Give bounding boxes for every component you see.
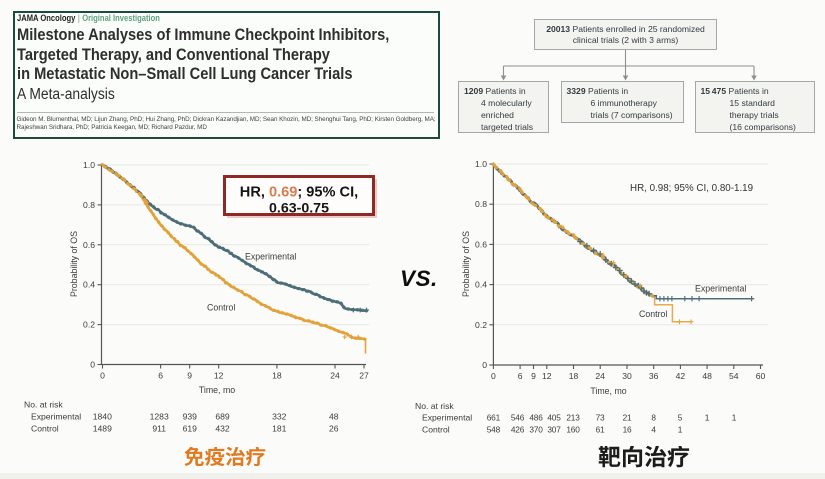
svg-text:0: 0 bbox=[482, 360, 487, 370]
svg-text:0.2: 0.2 bbox=[83, 320, 95, 330]
svg-text:548: 548 bbox=[487, 425, 501, 435]
svg-text:HR, 0.98; 95% CI, 0.80-1.19: HR, 0.98; 95% CI, 0.80-1.19 bbox=[630, 183, 753, 194]
svg-text:Control: Control bbox=[31, 424, 59, 434]
svg-text:432: 432 bbox=[215, 424, 230, 434]
svg-text:HR, 0.69; 95% CI,: HR, 0.69; 95% CI, bbox=[240, 185, 358, 201]
svg-text:24: 24 bbox=[330, 371, 340, 381]
svg-text:4: 4 bbox=[651, 425, 656, 435]
svg-text:0: 0 bbox=[90, 360, 95, 370]
svg-text:12: 12 bbox=[214, 371, 224, 381]
svg-text:Time, mo: Time, mo bbox=[590, 386, 626, 396]
svg-text:405: 405 bbox=[547, 413, 561, 423]
svg-text:5: 5 bbox=[678, 413, 683, 423]
svg-text:0.6: 0.6 bbox=[475, 239, 487, 249]
svg-text:48: 48 bbox=[329, 412, 339, 422]
svg-text:Experimental: Experimental bbox=[695, 284, 746, 294]
svg-text:307: 307 bbox=[547, 425, 561, 435]
svg-text:486: 486 bbox=[529, 413, 543, 423]
svg-text:0.2: 0.2 bbox=[475, 320, 487, 330]
svg-text:0.63-0.75: 0.63-0.75 bbox=[269, 201, 329, 217]
svg-text:1.0: 1.0 bbox=[475, 159, 487, 169]
svg-text:1840: 1840 bbox=[93, 412, 112, 422]
svg-text:Control: Control bbox=[639, 309, 667, 319]
svg-text:9: 9 bbox=[187, 371, 192, 381]
svg-text:619: 619 bbox=[183, 424, 198, 434]
svg-text:426: 426 bbox=[511, 425, 525, 435]
svg-text:0.6: 0.6 bbox=[83, 240, 95, 250]
svg-text:1: 1 bbox=[705, 413, 710, 423]
svg-text:1.0: 1.0 bbox=[83, 160, 95, 170]
svg-text:181: 181 bbox=[272, 424, 287, 434]
svg-text:213: 213 bbox=[566, 413, 580, 423]
svg-text:26: 26 bbox=[329, 424, 339, 434]
svg-text:36: 36 bbox=[649, 371, 659, 381]
svg-text:61: 61 bbox=[596, 425, 605, 435]
svg-text:0.8: 0.8 bbox=[475, 199, 487, 209]
svg-text:Probability of OS: Probability of OS bbox=[69, 231, 79, 297]
svg-text:Experimental: Experimental bbox=[422, 413, 472, 423]
svg-text:30: 30 bbox=[622, 371, 632, 381]
svg-text:27: 27 bbox=[359, 371, 369, 381]
svg-text:689: 689 bbox=[215, 412, 230, 422]
svg-text:Probability of OS: Probability of OS bbox=[461, 231, 471, 297]
svg-text:370: 370 bbox=[529, 425, 543, 435]
svg-text:9: 9 bbox=[531, 371, 536, 381]
svg-text:54: 54 bbox=[729, 371, 739, 381]
svg-text:16: 16 bbox=[623, 425, 632, 435]
svg-text:No. at risk: No. at risk bbox=[24, 400, 63, 410]
svg-text:160: 160 bbox=[566, 425, 580, 435]
svg-text:332: 332 bbox=[272, 412, 287, 422]
svg-text:No. at risk: No. at risk bbox=[415, 401, 454, 411]
svg-text:73: 73 bbox=[596, 413, 605, 423]
svg-text:661: 661 bbox=[487, 413, 501, 423]
svg-text:6: 6 bbox=[158, 371, 163, 381]
svg-text:Experimental: Experimental bbox=[31, 412, 81, 422]
svg-text:Control: Control bbox=[422, 425, 450, 435]
svg-text:Control: Control bbox=[207, 303, 235, 313]
svg-text:0.8: 0.8 bbox=[83, 200, 95, 210]
svg-text:911: 911 bbox=[152, 424, 166, 434]
svg-text:12: 12 bbox=[542, 371, 552, 381]
svg-text:1: 1 bbox=[678, 425, 683, 435]
svg-text:939: 939 bbox=[183, 412, 198, 422]
svg-text:24: 24 bbox=[595, 371, 605, 381]
svg-text:18: 18 bbox=[569, 371, 579, 381]
svg-text:0: 0 bbox=[491, 371, 496, 381]
svg-text:Time, mo: Time, mo bbox=[199, 385, 235, 395]
svg-text:1: 1 bbox=[732, 413, 737, 423]
svg-text:Experimental: Experimental bbox=[245, 252, 296, 262]
svg-text:18: 18 bbox=[272, 371, 282, 381]
svg-text:6: 6 bbox=[518, 371, 523, 381]
svg-text:8: 8 bbox=[651, 413, 656, 423]
svg-text:1283: 1283 bbox=[150, 412, 169, 422]
svg-text:21: 21 bbox=[623, 413, 632, 423]
svg-text:42: 42 bbox=[676, 371, 686, 381]
svg-text:1489: 1489 bbox=[93, 424, 112, 434]
svg-text:0.4: 0.4 bbox=[83, 280, 95, 290]
svg-text:60: 60 bbox=[756, 371, 766, 381]
svg-text:0.4: 0.4 bbox=[475, 280, 487, 290]
svg-text:546: 546 bbox=[511, 413, 525, 423]
svg-text:48: 48 bbox=[702, 371, 712, 381]
svg-text:0: 0 bbox=[100, 371, 105, 381]
